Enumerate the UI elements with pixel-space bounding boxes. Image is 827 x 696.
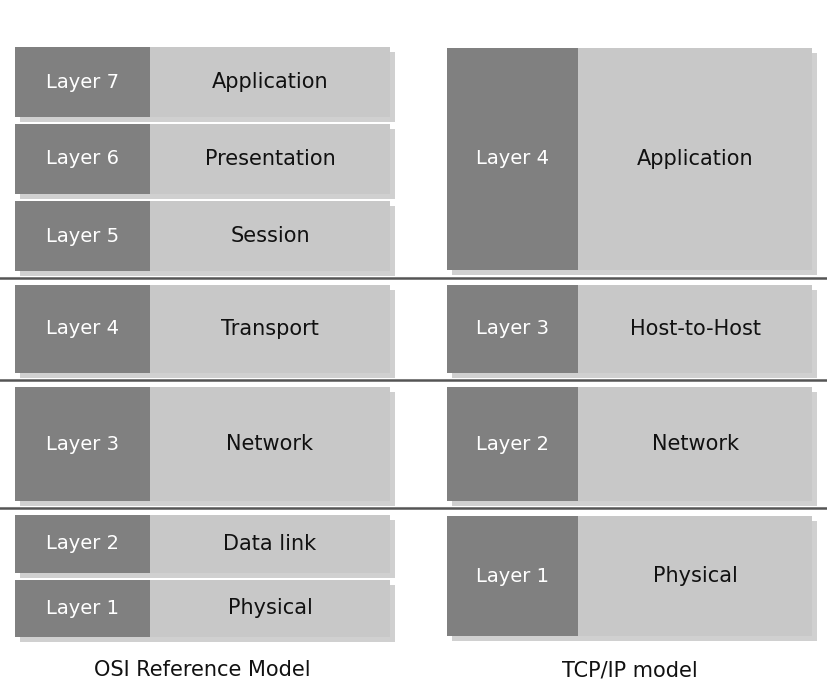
Text: Application: Application	[637, 149, 753, 169]
Bar	[15, 201, 150, 271]
Bar	[15, 515, 150, 573]
Text: Layer 1: Layer 1	[476, 567, 549, 585]
Text: Layer 4: Layer 4	[46, 319, 119, 338]
Text: Presentation: Presentation	[204, 149, 336, 169]
Text: Layer 2: Layer 2	[46, 535, 119, 553]
Bar	[447, 285, 578, 373]
Text: Session: Session	[230, 226, 310, 246]
Bar	[578, 48, 812, 270]
Bar	[578, 285, 812, 373]
Text: Physical: Physical	[227, 599, 313, 618]
Bar	[578, 516, 812, 636]
Bar	[15, 47, 150, 117]
Text: Layer 5: Layer 5	[46, 226, 119, 246]
Bar	[150, 580, 390, 637]
Text: TCP/IP model: TCP/IP model	[562, 660, 697, 680]
Bar	[150, 124, 390, 194]
Bar	[578, 387, 812, 501]
Text: Layer 6: Layer 6	[46, 150, 119, 168]
Text: Layer 2: Layer 2	[476, 434, 549, 454]
Text: Physical: Physical	[653, 566, 738, 586]
Text: Transport: Transport	[221, 319, 319, 339]
Text: OSI Reference Model: OSI Reference Model	[94, 660, 311, 680]
Bar	[447, 516, 578, 636]
Bar	[20, 520, 395, 578]
Text: Data link: Data link	[223, 534, 317, 554]
Bar	[150, 285, 390, 373]
Bar	[150, 201, 390, 271]
Bar	[447, 48, 578, 270]
Bar	[150, 387, 390, 501]
Bar	[452, 521, 817, 641]
Bar	[20, 290, 395, 378]
Text: Layer 1: Layer 1	[46, 599, 119, 618]
Bar	[15, 580, 150, 637]
Bar	[15, 387, 150, 501]
Bar	[15, 124, 150, 194]
Bar	[20, 392, 395, 506]
Text: Layer 4: Layer 4	[476, 150, 549, 168]
Bar	[15, 285, 150, 373]
Bar	[150, 515, 390, 573]
Text: Network: Network	[652, 434, 739, 454]
Text: Layer 7: Layer 7	[46, 72, 119, 91]
Text: Layer 3: Layer 3	[476, 319, 549, 338]
Bar	[150, 47, 390, 117]
Bar	[20, 206, 395, 276]
Bar	[447, 387, 578, 501]
Bar	[20, 129, 395, 199]
Text: Host-to-Host: Host-to-Host	[629, 319, 761, 339]
Bar	[452, 53, 817, 275]
Bar	[452, 290, 817, 378]
Bar	[20, 585, 395, 642]
Text: Application: Application	[212, 72, 328, 92]
Bar	[452, 392, 817, 506]
Text: Layer 3: Layer 3	[46, 434, 119, 454]
Bar	[20, 52, 395, 122]
Text: Network: Network	[227, 434, 313, 454]
